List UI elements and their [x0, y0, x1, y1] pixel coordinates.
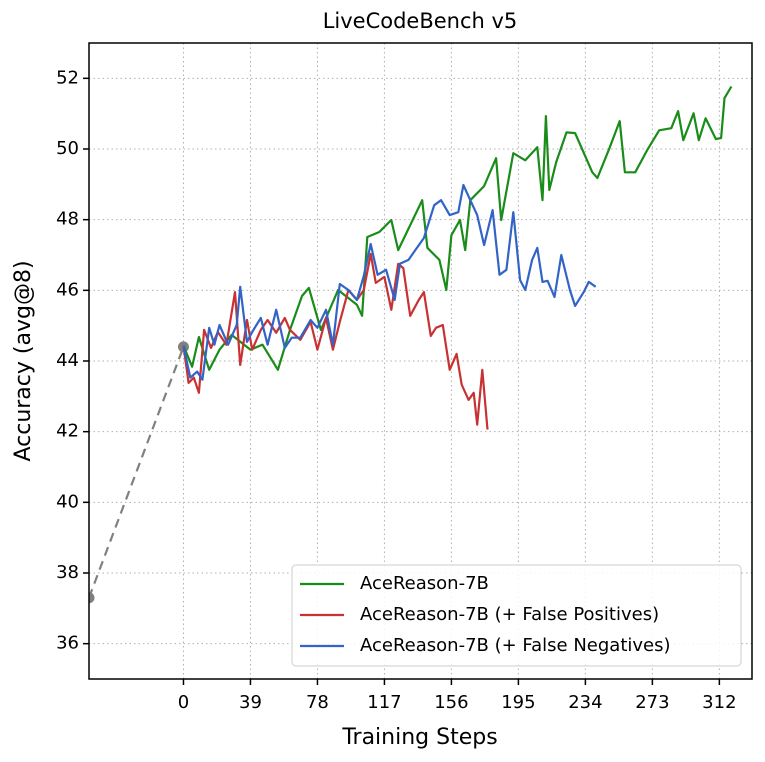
y-tick-label: 40: [56, 491, 79, 512]
plot-area: [89, 85, 733, 604]
y-tick-label: 52: [56, 67, 79, 88]
legend-label: AceReason-7B (+ False Positives): [360, 604, 659, 625]
series-line: [182, 85, 733, 371]
y-tick-label: 38: [56, 562, 79, 583]
x-tick-label: 234: [568, 692, 602, 713]
y-tick-label: 50: [56, 138, 79, 159]
chart-title: LiveCodeBench v5: [323, 9, 518, 33]
x-tick-label: 273: [635, 692, 669, 713]
x-tick-label: 39: [239, 692, 262, 713]
x-axis-label: Training Steps: [341, 725, 497, 750]
y-tick-label: 48: [56, 209, 79, 230]
x-tick-label: 156: [434, 692, 468, 713]
x-tick-label: 78: [306, 692, 329, 713]
y-tick-label: 36: [56, 633, 79, 654]
x-tick-label: 117: [367, 692, 401, 713]
series-line: [182, 252, 489, 430]
y-tick-label: 44: [56, 350, 79, 371]
y-tick-label: 46: [56, 279, 79, 300]
legend-label: AceReason-7B: [360, 573, 489, 594]
baseline-marker: [89, 592, 95, 604]
y-axis-label: Accuracy (avg@8): [11, 260, 36, 461]
x-tick-label: 312: [702, 692, 736, 713]
x-tick-label: 0: [178, 692, 189, 713]
legend-label: AceReason-7B (+ False Negatives): [360, 635, 671, 656]
legend-box: [291, 564, 742, 667]
plot-frame: [88, 42, 753, 680]
y-tick-label: 42: [56, 421, 79, 442]
series-line: [182, 183, 597, 381]
x-tick-label: 195: [501, 692, 535, 713]
